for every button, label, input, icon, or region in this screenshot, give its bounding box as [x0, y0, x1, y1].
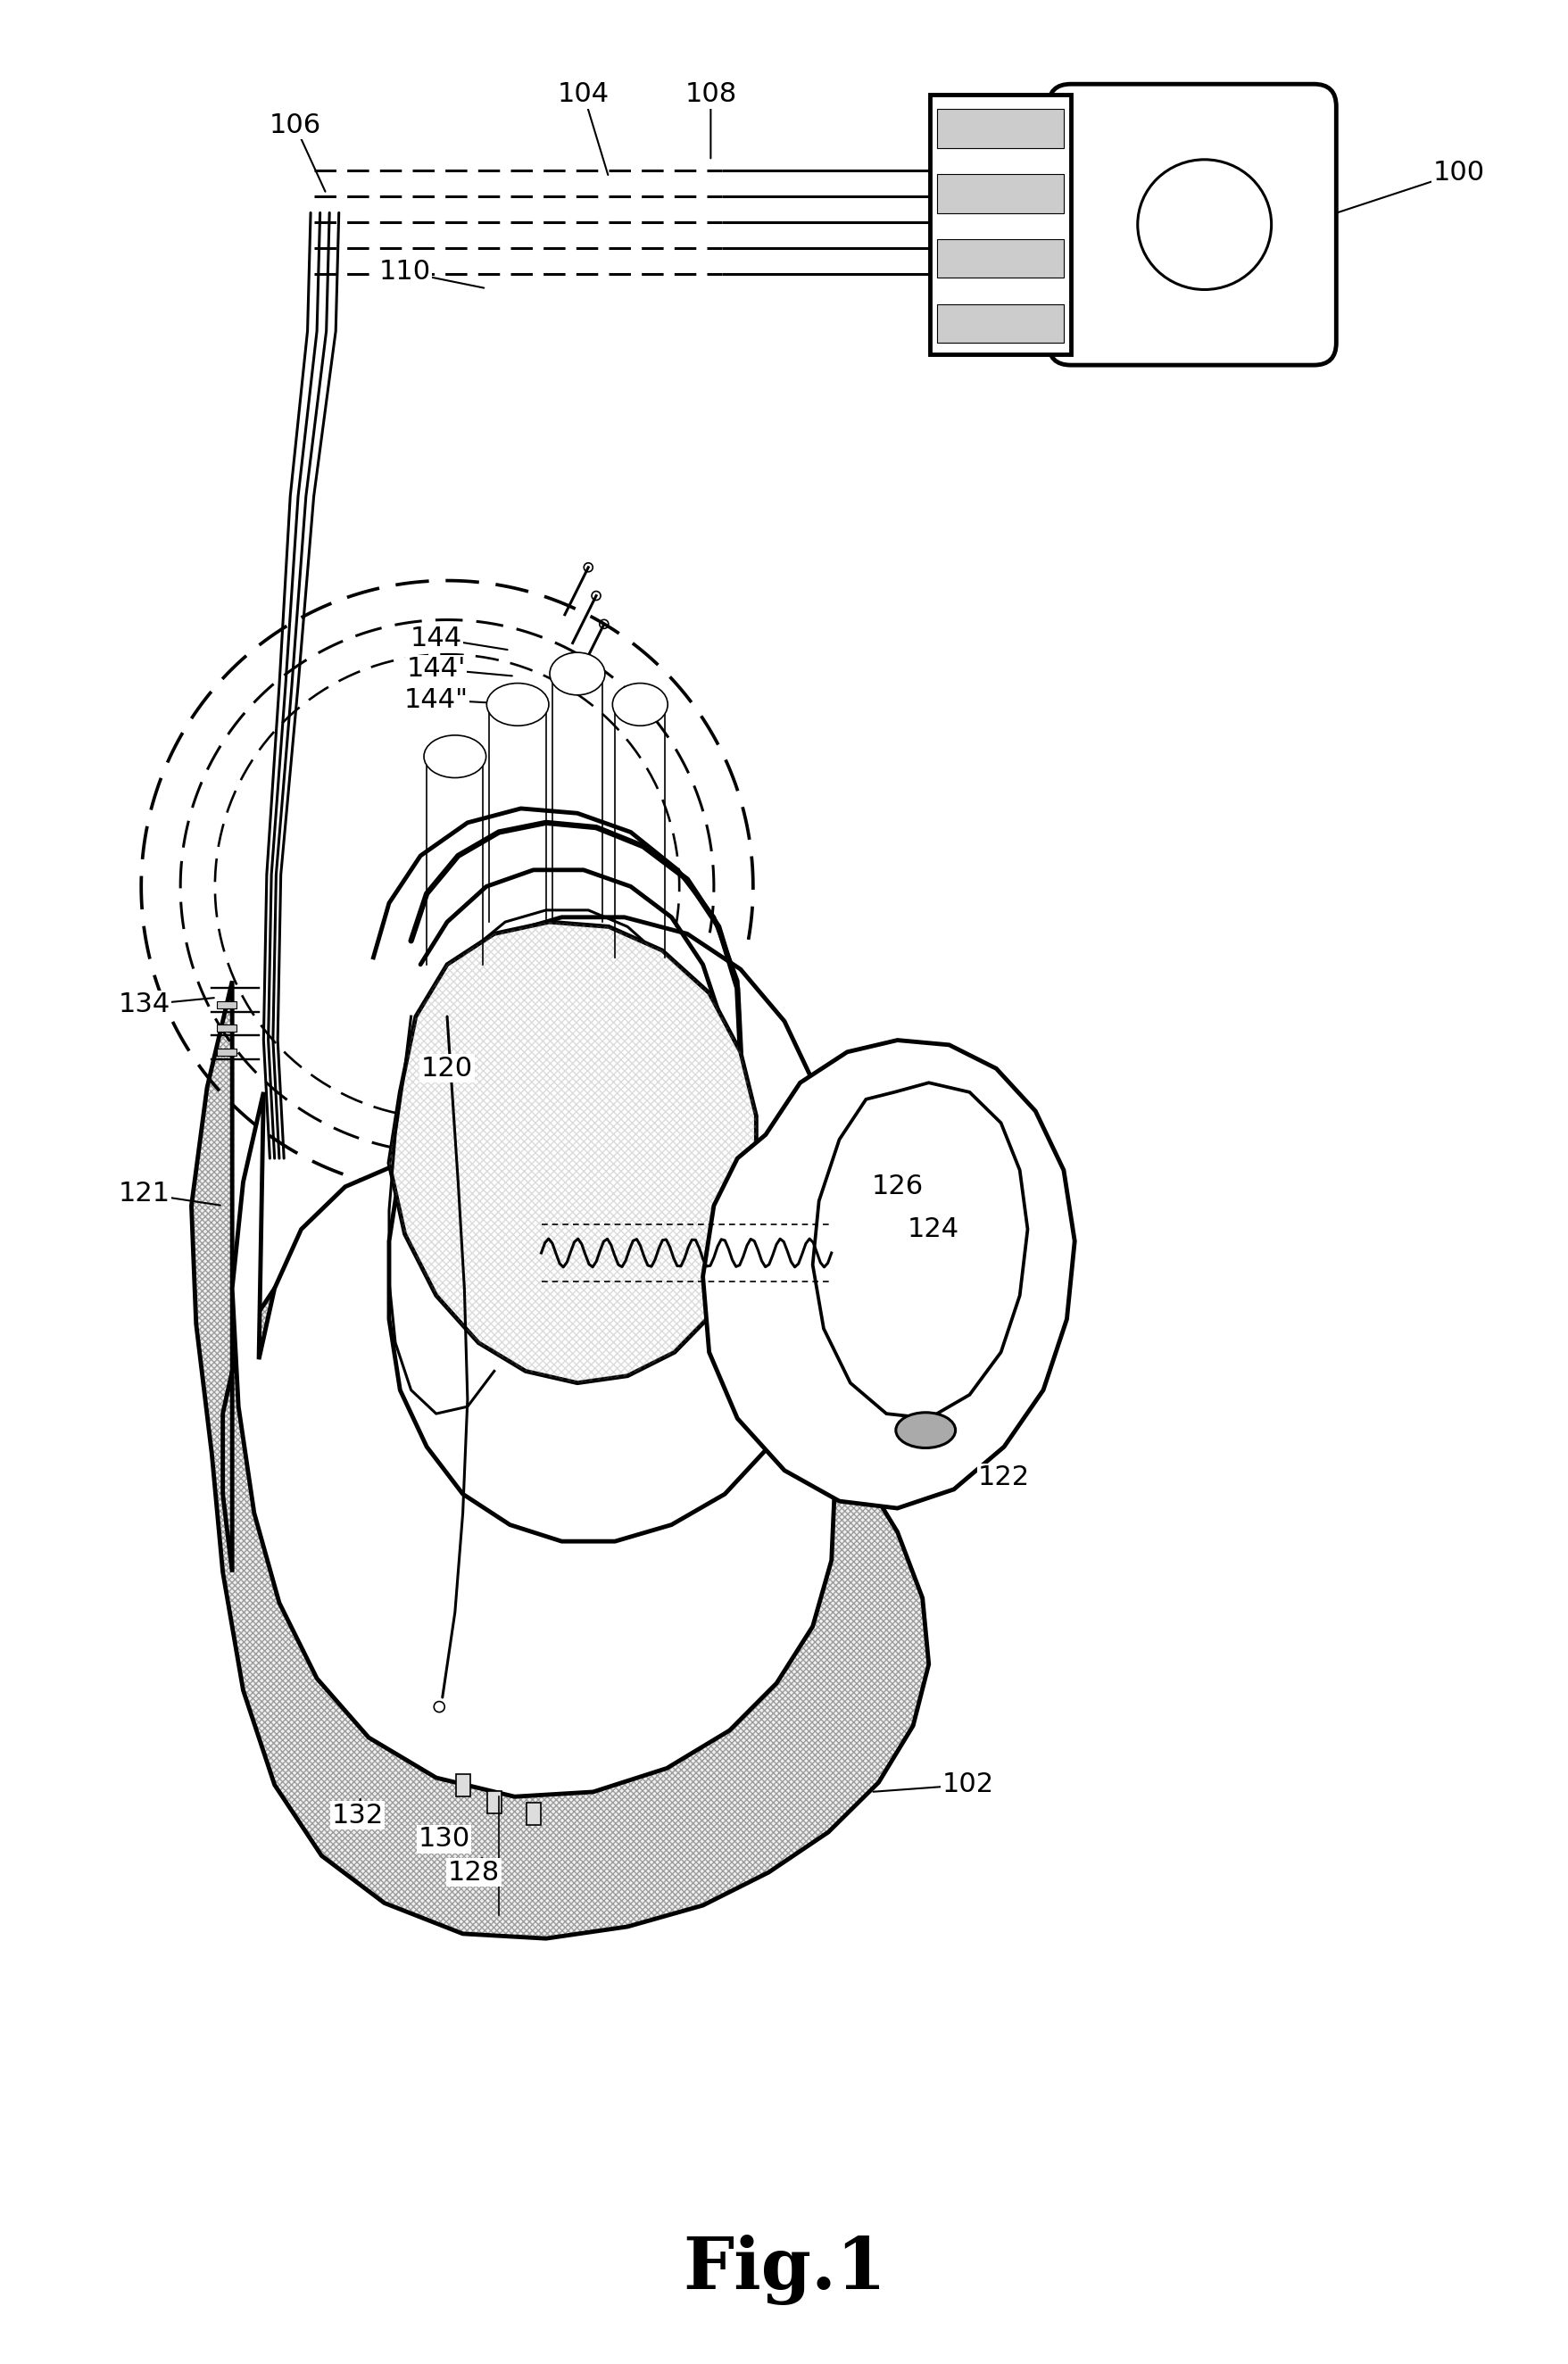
Text: 122: 122	[977, 1466, 1030, 1489]
Text: 124: 124	[906, 1217, 960, 1241]
Text: Fig.1: Fig.1	[682, 2234, 886, 2305]
Text: 106: 106	[268, 113, 321, 137]
Polygon shape	[191, 981, 928, 1938]
Bar	[216, 1024, 237, 1033]
Ellipse shape	[895, 1411, 955, 1447]
Polygon shape	[812, 1083, 1027, 1418]
Text: 104: 104	[557, 83, 610, 106]
Text: 121: 121	[118, 1182, 171, 1206]
Text: 128: 128	[447, 1860, 500, 1884]
Polygon shape	[389, 922, 756, 1383]
Bar	[216, 1000, 237, 1009]
Bar	[936, 305, 1063, 343]
Bar	[455, 1775, 470, 1797]
Polygon shape	[232, 1092, 834, 1797]
Polygon shape	[389, 917, 839, 1541]
Ellipse shape	[612, 683, 668, 726]
Text: 102: 102	[941, 1773, 994, 1797]
Bar	[936, 175, 1063, 213]
Bar	[525, 1804, 541, 1825]
Bar	[928, 95, 1069, 355]
Bar	[486, 1792, 502, 1813]
Ellipse shape	[549, 652, 605, 695]
Text: 100: 100	[1432, 161, 1485, 184]
FancyBboxPatch shape	[1047, 85, 1336, 364]
Text: 144": 144"	[405, 688, 467, 712]
Text: 110: 110	[378, 260, 431, 284]
Bar	[936, 109, 1063, 149]
Polygon shape	[702, 1040, 1074, 1508]
Text: 144': 144'	[406, 657, 466, 681]
Bar	[936, 239, 1063, 279]
Ellipse shape	[486, 683, 549, 726]
Text: 132: 132	[331, 1804, 384, 1827]
Bar	[216, 1047, 237, 1057]
Text: 130: 130	[417, 1827, 470, 1851]
Text: 108: 108	[684, 83, 737, 106]
Circle shape	[434, 1702, 444, 1712]
Text: 126: 126	[870, 1175, 924, 1199]
Ellipse shape	[423, 735, 486, 778]
Text: 134: 134	[118, 993, 171, 1017]
Text: 144: 144	[409, 626, 463, 650]
Text: 120: 120	[420, 1057, 474, 1080]
